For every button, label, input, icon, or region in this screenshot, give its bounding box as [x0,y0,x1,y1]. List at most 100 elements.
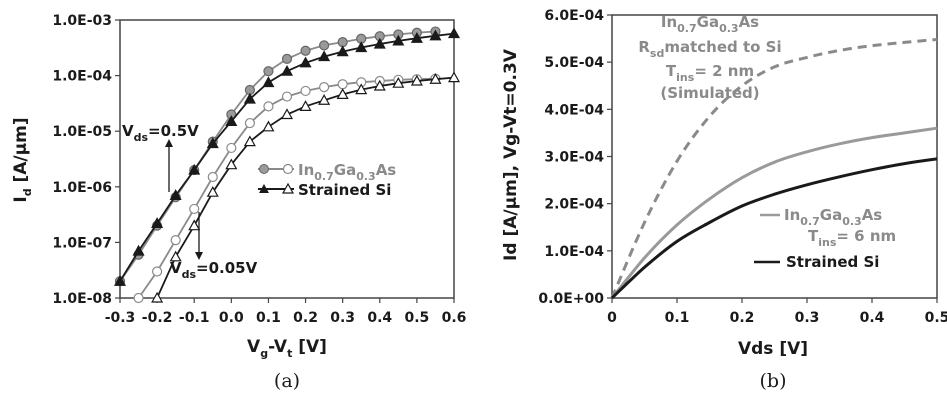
x-tick-label-a: -0.1 [179,310,210,326]
data-point-a [318,94,331,105]
data-point-a [429,29,442,41]
series-line-b-2 [610,157,938,300]
legend-label-ingaas: In0.7Ga0.3As [298,161,396,183]
y-tick-label-b: 5.0E-04 [544,55,604,71]
data-point-a [281,53,293,64]
panel-b: 0.0E+00 1.0E-04 2.0E-04 3.0E-04 4.0E-04 5.0E-… [501,8,947,392]
data-point-a [189,203,200,215]
data-point-a [410,31,423,43]
svg-text:(Simulated): (Simulated) [660,84,759,102]
legend-marker-si-open [281,182,295,194]
data-point-a [319,40,330,51]
data-point-a [337,37,348,48]
caption-a: (a) [274,370,300,392]
y-tick-label-a: 1.0E-07 [52,235,112,251]
y-tick-label-b: 6.0E-04 [544,8,604,24]
data-point-a [132,244,145,256]
y-ticks-a: 1.0E-08 1.0E-07 1.0E-06 1.0E-05 1.0E-04 1.0E-… [52,13,120,307]
data-point-a [169,189,182,201]
data-point-a [206,185,219,197]
data-point-a [169,250,182,262]
y-tick-label-a: 1.0E-04 [52,69,112,85]
x-tick-label-a: 0.2 [293,310,318,326]
data-point-a [447,71,461,83]
y-axis-label-a: Id [A/μm] [11,117,34,202]
x-tick-label-a: 0.3 [330,310,355,326]
label-strained-si: Strained Si [754,253,879,271]
x-tick-label-a: 0.5 [404,310,429,326]
data-point-a [299,100,312,111]
data-point-a [170,234,181,246]
series-group-a [113,26,461,304]
x-tick-label-a: -0.2 [142,310,173,326]
legend-marker-si-filled [259,184,269,193]
svg-text:In0.7Ga0.3As: In0.7Ga0.3As [661,13,759,35]
data-point-a [151,217,164,228]
data-point-a [355,83,368,95]
data-point-a [410,74,423,86]
data-point-a [243,135,256,147]
data-point-a [336,45,349,57]
legend-marker-ingaas-filled [259,164,269,174]
legend-a: In0.7Ga0.3As Strained Si [258,161,396,199]
svg-text:In0.7Ga0.3As: In0.7Ga0.3As [784,206,882,228]
series-a-2 [133,73,441,304]
y-tick-label-a: 1.0E-05 [52,124,112,140]
y-tick-label-b: 2.0E-04 [544,197,604,213]
series-line-b-0 [610,38,938,299]
data-point-a [151,291,164,303]
data-point-a [355,41,368,53]
data-point-a [243,92,256,104]
x-tick-label-b: 0.5 [925,310,947,326]
data-point-a [113,275,127,286]
svg-text:Rsdmatched to Si: Rsdmatched to Si [638,38,781,60]
data-point-a [337,79,348,90]
label-simulated: In0.7Ga0.3As Rsdmatched to Si Tins= 2 nm… [638,13,781,102]
x-axis-label-a: Vg-Vt [V] [247,337,327,360]
caption-b: (b) [760,370,787,392]
data-point-a [319,82,330,93]
data-point-a [133,292,144,304]
y-axis-label-b: Id [A/μm], Vg-Vt=0.3V [501,48,521,261]
series-a-3 [151,71,461,303]
series-a-1 [113,27,461,286]
data-point-a [373,37,386,49]
x-tick-label-a: 0.1 [256,310,281,326]
data-point-a [447,27,461,39]
x-tick-label-b: 0.2 [730,310,755,326]
annotation-vds-high: Vds=0.5V [122,122,199,144]
svg-text:Tins= 2 nm: Tins= 2 nm [666,62,754,84]
data-point-a [392,34,405,46]
data-point-a [263,101,274,112]
data-point-a [206,137,219,149]
data-point-a [152,266,163,277]
arrowhead-vds-high [165,139,173,147]
y-tick-label-a: 1.0E-06 [52,180,112,196]
data-point-a [207,171,218,183]
legend-label-si: Strained Si [298,181,391,199]
svg-text:Tins= 6 nm: Tins= 6 nm [808,227,896,249]
y-tick-label-b: 3.0E-04 [544,150,604,166]
data-point-a [429,73,442,84]
x-tick-label-a: 0.4 [367,310,392,326]
y-tick-label-a: 1.0E-03 [52,13,112,29]
x-tick-label-b: 0 [607,310,617,326]
data-point-a [226,142,237,154]
series-group-b [610,38,938,300]
data-point-a [299,56,312,68]
y-tick-label-b: 1.0E-04 [544,244,604,260]
data-point-a [373,79,386,91]
series-line-b-1 [610,126,938,299]
panel-a: 1.0E-08 1.0E-07 1.0E-06 1.0E-05 1.0E-04 1.0E-… [11,13,466,392]
data-point-a [225,115,238,127]
data-point-a [281,91,293,102]
x-axis-label-b: Vds [V] [738,339,808,359]
x-tick-label-b: 0.3 [795,310,820,326]
data-point-a [300,45,311,56]
x-ticks-a: -0.3 -0.2 -0.1 0.0 0.1 0.2 0.3 0.4 0.5 0.6 [105,298,466,326]
data-point-a [188,219,201,231]
y-tick-label-a: 1.0E-08 [52,291,112,307]
annotation-vds-low: Vds=0.05V [170,259,258,281]
data-point-a [244,117,255,129]
